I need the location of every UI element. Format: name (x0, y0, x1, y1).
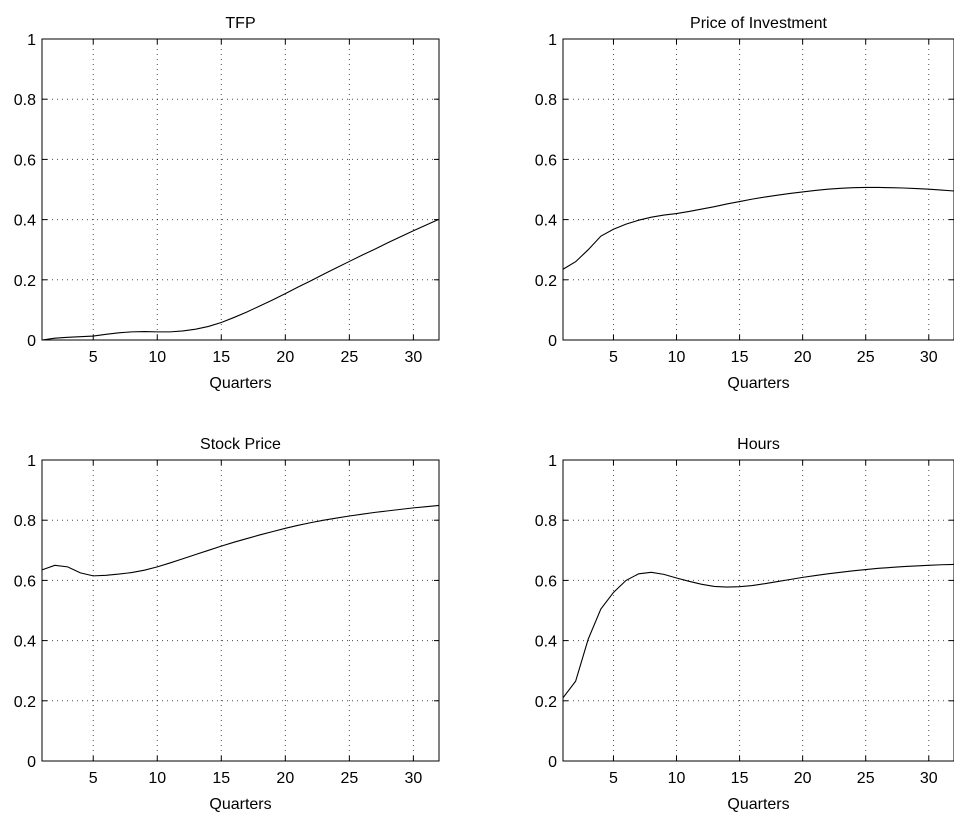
x-tick-label: 30 (404, 349, 422, 366)
series-line (562, 186, 954, 270)
y-tick-label: 0 (548, 754, 557, 771)
x-tick-label: 10 (148, 770, 166, 787)
x-tick-label: 25 (340, 349, 358, 366)
x-tick-label: 5 (609, 349, 618, 366)
x-tick-label: 15 (212, 770, 230, 787)
plot-area-frame (41, 38, 440, 341)
y-tick-label: 1 (548, 32, 557, 49)
x-tick-label: 5 (89, 770, 98, 787)
x-tick-label: 30 (920, 349, 938, 366)
y-tick-label: 0.2 (14, 694, 36, 711)
y-tick-label: 1 (548, 453, 557, 470)
series-line (41, 504, 440, 577)
y-tick-label: 0.2 (14, 273, 36, 290)
x-tick-label: 20 (794, 349, 812, 366)
y-tick-label: 0 (548, 333, 557, 350)
chart-title: Hours (737, 436, 780, 453)
x-axis-label: Quarters (209, 375, 271, 392)
y-tick-label: 1 (27, 453, 36, 470)
x-tick-label: 10 (148, 349, 166, 366)
y-tick-label: 0.4 (535, 634, 557, 651)
x-axis-label: Quarters (727, 375, 789, 392)
y-tick-label: 0.4 (535, 213, 557, 230)
plot-area-frame (562, 38, 954, 341)
y-tick-label: 0.4 (14, 213, 36, 230)
y-tick-label: 0.2 (535, 694, 557, 711)
chart-stock-price: 5 10 15 20 25 30 0 0.2 0.4 0.6 0.8 1 Stock Price Quar… (14, 436, 440, 813)
plot-area-frame (562, 459, 954, 762)
y-tick-label: 0.6 (535, 573, 557, 590)
chart-hours: 5 10 15 20 25 30 0 0.2 0.4 0.6 0.8 1 Hours Quarters (535, 436, 954, 813)
y-tick-label: 0.8 (14, 513, 36, 530)
x-tick-label: 10 (668, 770, 686, 787)
series-line (41, 218, 440, 341)
x-tick-label: 15 (731, 349, 749, 366)
x-tick-label: 25 (857, 770, 875, 787)
x-tick-label: 30 (920, 770, 938, 787)
series-line (562, 563, 954, 699)
x-tick-label: 5 (609, 770, 618, 787)
x-tick-label: 25 (340, 770, 358, 787)
x-tick-label: 20 (276, 770, 294, 787)
plot-area-frame (41, 459, 440, 762)
x-axis-label: Quarters (209, 796, 271, 813)
chart-title: TFP (225, 15, 255, 32)
y-tick-label: 0.8 (535, 92, 557, 109)
y-tick-label: 0.6 (14, 573, 36, 590)
chart-title: Stock Price (200, 436, 281, 453)
x-tick-label: 5 (89, 349, 98, 366)
y-tick-label: 0.8 (14, 92, 36, 109)
y-tick-label: 0.2 (535, 273, 557, 290)
chart-tfp: 5 10 15 20 25 30 0 0.2 0.4 0.6 0.8 1 TFP Quarters (14, 15, 440, 392)
y-tick-label: 0 (27, 333, 36, 350)
chart-price-of-investment: 5 10 15 20 25 30 0 0.2 0.4 0.6 0.8 1 Price of Invest… (535, 15, 954, 392)
x-axis-label: Quarters (727, 796, 789, 813)
y-tick-label: 0.8 (535, 513, 557, 530)
x-tick-label: 15 (212, 349, 230, 366)
x-tick-label: 10 (668, 349, 686, 366)
x-tick-label: 30 (404, 770, 422, 787)
y-tick-label: 0.6 (14, 152, 36, 169)
x-tick-label: 20 (276, 349, 294, 366)
x-tick-label: 25 (857, 349, 875, 366)
y-tick-label: 0.4 (14, 634, 36, 651)
y-tick-label: 0.6 (535, 152, 557, 169)
x-tick-label: 15 (731, 770, 749, 787)
y-tick-label: 1 (27, 32, 36, 49)
y-tick-label: 0 (27, 754, 36, 771)
x-tick-label: 20 (794, 770, 812, 787)
chart-title: Price of Investment (690, 15, 828, 32)
